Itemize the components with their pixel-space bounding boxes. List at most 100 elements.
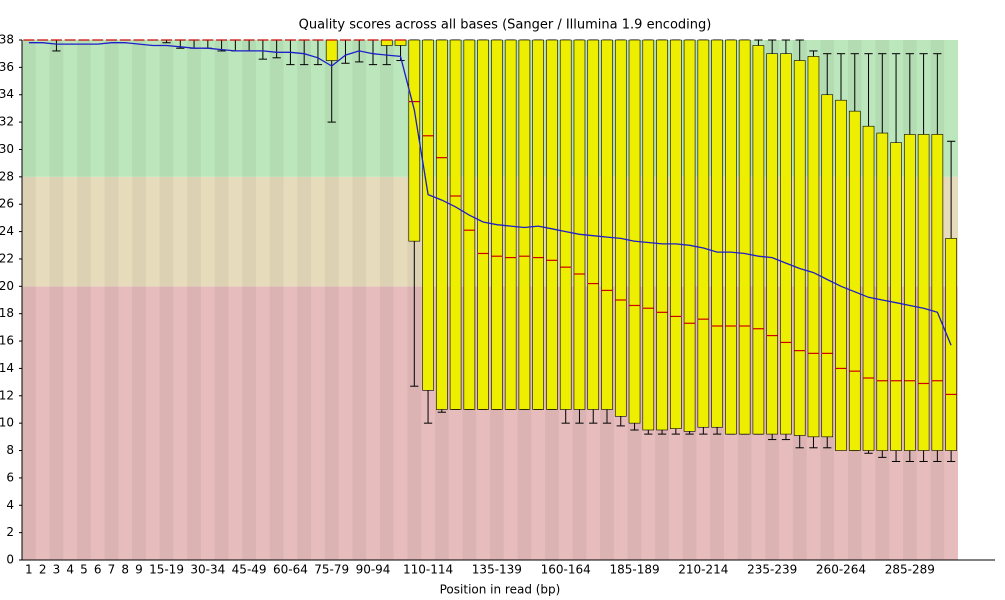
y-tick-label: 30 [0,142,14,156]
box [394,39,407,46]
box [670,39,682,429]
x-axis-label: Position in read (bp) [440,583,561,597]
x-tick-label: 135-139 [472,563,522,577]
y-tick-label: 34 [0,87,14,101]
box [697,39,710,428]
y-tick-label: 36 [0,60,14,74]
box [752,45,765,435]
x-tick-label: 3 [53,563,61,577]
box [683,39,696,432]
y-tick-label: 0 [6,553,14,567]
box [477,39,489,410]
column-stripe [187,40,201,560]
y-tick-label: 12 [0,388,14,402]
box [890,142,902,451]
box [325,39,338,61]
y-tick-label: 16 [0,334,14,348]
x-tick-label: 7 [108,563,116,577]
x-tick-label: 2 [39,563,47,577]
box [766,53,778,435]
column-stripe [214,40,229,560]
column-stripe [324,40,339,560]
box [780,53,792,435]
x-tick-label: 160-164 [541,563,591,577]
chart-title: Quality scores across all bases (Sanger … [299,18,712,33]
box [642,39,655,431]
y-tick-label: 38 [0,33,14,47]
box [835,99,847,451]
x-tick-label: 4 [66,563,74,577]
box [656,39,668,431]
column-stripe [352,40,367,560]
box [436,39,448,410]
x-tick-label: 110-114 [403,563,453,577]
column-stripe [132,40,146,560]
box [380,39,393,46]
box [463,39,476,410]
box [518,39,531,410]
box [573,39,586,410]
column-stripe [379,40,394,560]
box [793,60,806,436]
box [546,39,558,410]
column-stripe [269,40,284,560]
box [738,39,751,435]
box [614,39,627,417]
box [559,39,572,410]
y-tick-label: 28 [0,169,14,183]
x-tick-label: 90-94 [356,563,391,577]
x-tick-label: 75-79 [314,563,349,577]
box [725,39,737,435]
x-tick-label: 185-189 [609,563,659,577]
box [504,39,517,410]
y-tick-label: 2 [6,525,14,539]
box [628,39,641,424]
x-tick-label: 60-64 [273,563,308,577]
box [821,94,834,438]
box [807,56,820,438]
box [532,39,544,410]
box [862,125,875,451]
x-tick-label: 260-264 [816,563,866,577]
column-stripe [49,40,64,560]
column-stripe [159,40,174,560]
box [711,39,723,428]
x-tick-label: 30-34 [190,563,225,577]
x-tick-label: 5 [80,563,88,577]
y-tick-label: 6 [6,470,14,484]
box [917,134,930,451]
x-tick-label: 285-289 [885,563,935,577]
mean-line [28,42,952,346]
y-tick-label: 8 [6,443,14,457]
box [449,39,462,410]
y-tick-label: 20 [0,279,14,293]
y-tick-label: 32 [0,115,14,129]
y-tick-label: 22 [0,251,14,265]
column-stripe [104,40,119,560]
y-tick-label: 18 [0,306,14,320]
y-tick-label: 26 [0,197,14,211]
box [848,110,861,451]
x-tick-label: 6 [94,563,102,577]
column-stripe [297,40,312,560]
column-stripe [77,40,91,560]
x-tick-label: 8 [121,563,129,577]
y-tick-label: 14 [0,361,14,375]
box [931,134,944,451]
box [601,39,613,410]
x-tick-label: 1 [25,563,33,577]
box [904,134,916,451]
y-tick-label: 24 [0,224,14,238]
column-stripe [22,40,36,560]
x-tick-label: 235-239 [747,563,797,577]
column-stripe [242,40,256,560]
box [422,39,434,391]
x-tick-label: 45-49 [232,563,267,577]
x-tick-label: 15-19 [149,563,184,577]
box [876,132,889,451]
y-tick-label: 10 [0,416,14,430]
box [587,39,600,410]
x-tick-label: 210-214 [678,563,728,577]
